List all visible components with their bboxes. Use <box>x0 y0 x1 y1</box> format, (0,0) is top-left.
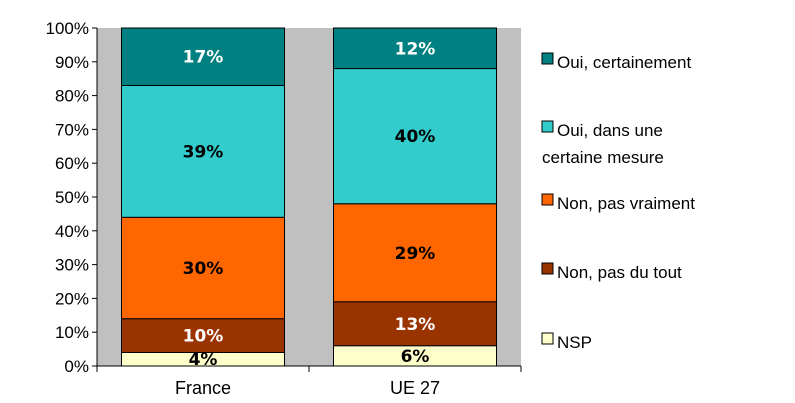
y-tick-label: 100% <box>46 19 89 38</box>
y-tick-label: 50% <box>55 188 89 207</box>
x-tick-label: France <box>175 378 231 398</box>
y-tick-label: 30% <box>55 256 89 275</box>
y-tick-label: 0% <box>64 357 89 376</box>
legend-label: Oui, dans une <box>557 121 663 140</box>
legend-swatch <box>541 193 554 206</box>
data-label: 10% <box>183 327 224 347</box>
y-axis: 0% 10% 20% 30% 40% 50% 60% 70% 80% 90% 100% <box>46 19 98 376</box>
data-label: 17% <box>183 48 224 68</box>
data-label: 39% <box>183 142 224 162</box>
data-label: 30% <box>183 259 224 279</box>
y-tick-label: 10% <box>55 323 89 342</box>
data-label: 29% <box>395 244 436 264</box>
legend-swatch <box>541 120 554 133</box>
legend-label: Oui, certainement <box>557 53 691 72</box>
data-label: 13% <box>395 315 436 335</box>
legend-swatch <box>541 262 554 275</box>
y-tick-label: 20% <box>55 289 89 308</box>
bars: 4% 10% 30% 39% 17% 6% 13% 29% 40% 12% <box>121 27 497 370</box>
data-label: 4% <box>189 350 218 370</box>
x-tick-label: UE 27 <box>390 378 440 398</box>
x-axis: France UE 27 <box>96 365 522 398</box>
bar-segment <box>333 203 497 303</box>
bar-segment <box>333 301 497 347</box>
bar-segment <box>333 68 497 205</box>
bar-segment <box>121 84 285 218</box>
y-tick-label: 80% <box>55 87 89 106</box>
legend-label: Non, pas vraiment <box>557 194 695 213</box>
y-tick-label: 90% <box>55 53 89 72</box>
y-tick-label: 40% <box>55 222 89 241</box>
legend-label: certaine mesure <box>542 148 664 167</box>
y-tick-label: 60% <box>55 154 89 173</box>
legend-label: Non, pas du tout <box>557 263 682 282</box>
legend-swatch <box>541 52 554 65</box>
bar-segment <box>333 27 497 70</box>
data-label: 40% <box>395 127 436 147</box>
legend-swatch <box>541 332 554 345</box>
bar-segment <box>121 27 285 86</box>
legend-label: NSP <box>557 333 592 352</box>
bar-segment <box>121 216 285 320</box>
data-label: 12% <box>395 39 436 59</box>
bar-segment <box>121 318 285 353</box>
y-tick-label: 70% <box>55 120 89 139</box>
legend: Oui, certainement Oui, dans une certaine m… <box>541 52 695 352</box>
data-label: 6% <box>401 347 430 367</box>
